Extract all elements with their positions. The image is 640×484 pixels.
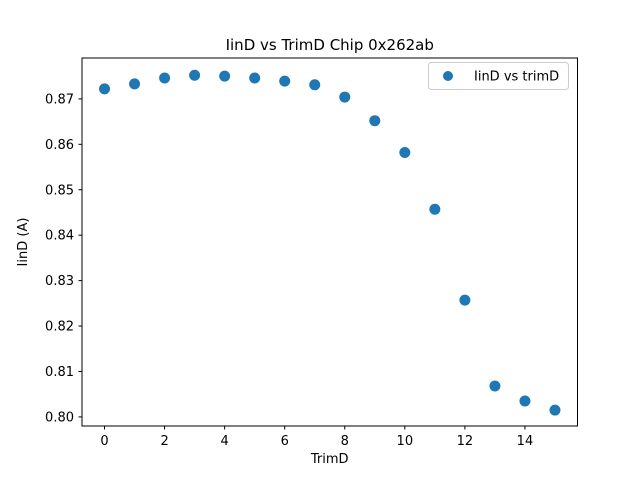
scatter-point — [99, 83, 111, 95]
x-tick-label: 14 — [517, 434, 534, 449]
scatter-point — [189, 69, 201, 81]
legend-box — [428, 62, 569, 90]
scatter-point — [369, 115, 381, 127]
legend-label: IinD vs trimD — [474, 70, 559, 85]
x-tick-label: 8 — [341, 434, 349, 449]
x-tick-label: 4 — [221, 434, 229, 449]
y-axis-label: IinD (A) — [16, 218, 31, 267]
x-tick-label: 12 — [457, 434, 474, 449]
x-tick-label: 2 — [160, 434, 168, 449]
x-tick-label: 6 — [281, 434, 289, 449]
y-tick-label: 0.83 — [45, 274, 74, 289]
y-tick-label: 0.87 — [45, 92, 74, 107]
scatter-point — [339, 91, 351, 103]
scatter-point — [399, 146, 411, 158]
x-tick-label: 0 — [100, 434, 108, 449]
scatter-point — [129, 78, 141, 90]
y-tick-label: 0.84 — [45, 229, 74, 244]
y-tick-label: 0.86 — [45, 138, 74, 153]
scatter-point — [159, 72, 171, 84]
plot-border — [81, 57, 578, 427]
scatter-point — [219, 70, 231, 82]
scatter-point — [429, 203, 441, 215]
scatter-point — [279, 75, 291, 87]
y-tick-label: 0.81 — [45, 365, 74, 380]
y-tick-label: 0.85 — [45, 183, 74, 198]
scatter-point — [309, 79, 321, 91]
scatter-point — [459, 294, 471, 306]
scatter-point — [249, 72, 261, 84]
x-tick-label: 10 — [397, 434, 414, 449]
chart-title: IinD vs TrimD Chip 0x262ab — [226, 36, 434, 54]
scatter-point — [549, 404, 561, 416]
legend-marker-icon — [443, 71, 453, 81]
y-tick-label: 0.80 — [45, 410, 74, 425]
scatter-point — [489, 380, 501, 392]
scatter-point — [519, 395, 531, 407]
y-tick-label: 0.82 — [45, 320, 74, 335]
x-axis-label: TrimD — [310, 452, 349, 467]
